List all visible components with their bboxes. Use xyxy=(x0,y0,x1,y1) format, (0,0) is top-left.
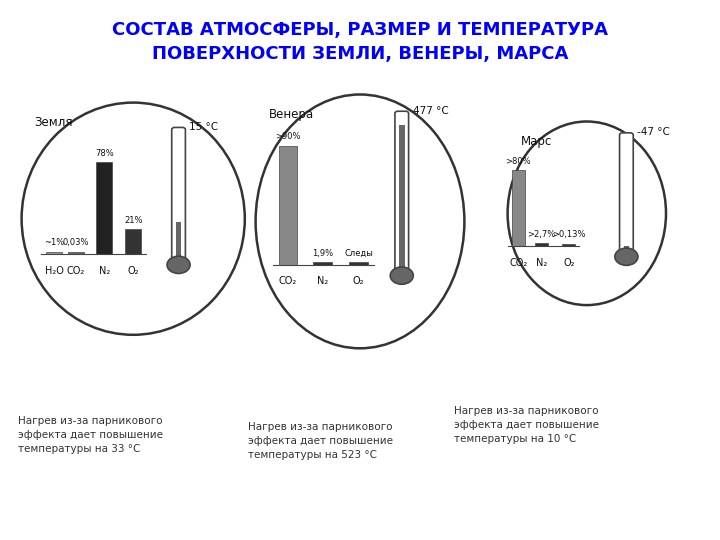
Text: Нагрев из-за парникового
эффекта дает повышение
температуры на 33 °C: Нагрев из-за парникового эффекта дает по… xyxy=(18,416,163,454)
Text: >0,13%: >0,13% xyxy=(552,230,585,239)
FancyBboxPatch shape xyxy=(172,127,186,261)
Text: >2,7%: >2,7% xyxy=(527,230,556,239)
Bar xyxy=(512,170,525,246)
Text: O₂: O₂ xyxy=(127,266,139,276)
Text: 15 °C: 15 °C xyxy=(189,122,218,132)
Text: O₂: O₂ xyxy=(563,258,575,268)
Circle shape xyxy=(167,256,190,273)
Ellipse shape xyxy=(256,94,464,348)
Bar xyxy=(399,125,405,269)
Text: 21%: 21% xyxy=(124,216,143,225)
Text: Следы: Следы xyxy=(344,249,373,258)
FancyBboxPatch shape xyxy=(620,133,634,253)
Ellipse shape xyxy=(22,103,245,335)
Bar xyxy=(624,246,629,251)
Text: Нагрев из-за парникового
эффекта дает повышение
температуры на 523 °C: Нагрев из-за парникового эффекта дает по… xyxy=(248,422,393,460)
Text: Земля: Земля xyxy=(35,116,73,129)
Text: N₂: N₂ xyxy=(99,266,110,276)
Text: 1,9%: 1,9% xyxy=(312,249,333,258)
Bar xyxy=(562,244,575,246)
Text: Нагрев из-за парникового
эффекта дает повышение
температуры на 10 °C: Нагрев из-за парникового эффекта дает по… xyxy=(454,406,598,444)
Bar xyxy=(68,252,84,254)
Text: CO₂: CO₂ xyxy=(66,266,85,276)
Circle shape xyxy=(615,248,638,265)
Bar xyxy=(279,146,297,265)
Bar xyxy=(176,222,181,259)
Text: 78%: 78% xyxy=(95,148,114,158)
Bar xyxy=(125,229,141,254)
Ellipse shape xyxy=(508,122,666,305)
Text: СОСТАВ АТМОСФЕРЫ, РАЗМЕР И ТЕМПЕРАТУРА: СОСТАВ АТМОСФЕРЫ, РАЗМЕР И ТЕМПЕРАТУРА xyxy=(112,21,608,39)
Bar xyxy=(313,262,332,265)
Text: >80%: >80% xyxy=(505,157,531,166)
Text: 477 °C: 477 °C xyxy=(413,106,449,116)
Bar xyxy=(46,252,62,254)
Bar xyxy=(96,162,112,254)
Text: ПОВЕРХНОСТИ ЗЕМЛИ, ВЕНЕРЫ, МАРСА: ПОВЕРХНОСТИ ЗЕМЛИ, ВЕНЕРЫ, МАРСА xyxy=(152,45,568,63)
FancyBboxPatch shape xyxy=(395,111,409,272)
Text: N₂: N₂ xyxy=(317,276,328,287)
Text: Венера: Венера xyxy=(269,108,314,121)
Text: ~1%: ~1% xyxy=(44,238,64,247)
Text: Марс: Марс xyxy=(521,135,552,148)
Circle shape xyxy=(390,267,413,284)
Text: 0,03%: 0,03% xyxy=(63,238,89,247)
Text: CO₂: CO₂ xyxy=(279,276,297,287)
Text: N₂: N₂ xyxy=(536,258,547,268)
Bar xyxy=(535,243,548,246)
Text: H₂O: H₂O xyxy=(45,266,63,276)
Text: >90%: >90% xyxy=(275,132,301,141)
Bar xyxy=(349,262,368,265)
Text: CO₂: CO₂ xyxy=(509,258,528,268)
Text: O₂: O₂ xyxy=(353,276,364,287)
Text: -47 °C: -47 °C xyxy=(637,127,670,137)
